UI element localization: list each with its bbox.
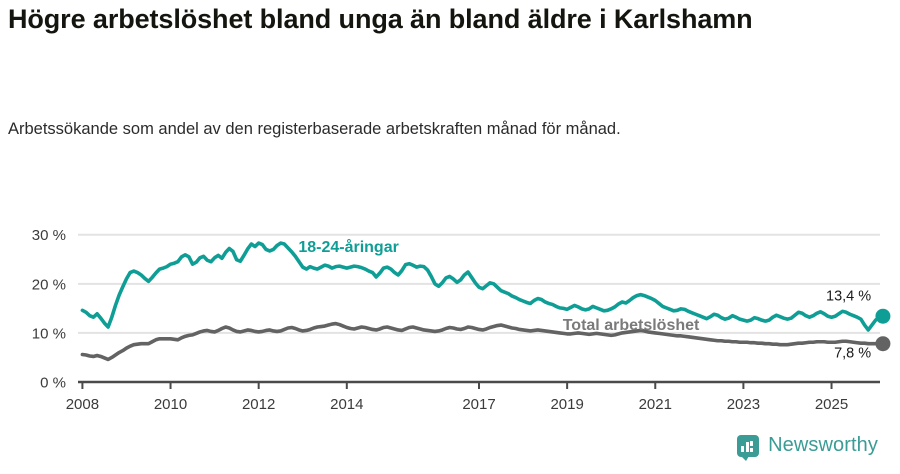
x-axis-tick-labels: 2008 2010 2012 2014 2017 2019 2021 2023 2025 xyxy=(66,396,848,413)
brand-name: Newsworthy xyxy=(768,434,878,456)
x-axis-tick-label: 2023 xyxy=(727,396,760,413)
series-line xyxy=(80,321,885,362)
x-axis-tick-label: 2010 xyxy=(154,396,187,413)
y-axis-tick-label: 0 % xyxy=(40,375,66,392)
x-axis-tick-label: 2017 xyxy=(462,396,495,413)
chart-annotations: 18-24-åringar Total arbetslöshet 13,4 % 7,8… xyxy=(298,238,871,362)
y-axis-tick-label: 30 % xyxy=(32,227,66,244)
endpoint-markers xyxy=(875,308,891,352)
x-axis-tick-label: 2008 xyxy=(66,396,99,413)
series-annotation-label: Total arbetslöshet xyxy=(563,317,700,334)
x-axis-tick-label: 2014 xyxy=(330,396,363,413)
data-lines xyxy=(80,241,885,362)
bar-chart-bubble-icon xyxy=(737,434,760,461)
y-axis-tick-labels: 0 % 10 % 20 % 30 % xyxy=(32,227,66,391)
y-axis-tick-label: 20 % xyxy=(32,276,66,293)
series-endpoint-dot xyxy=(875,308,891,324)
page-title: Högre arbetslöshet bland unga än bland ä… xyxy=(8,4,753,34)
x-axis-tick-label: 2012 xyxy=(242,396,275,413)
series-annotation-label: 18-24-åringar xyxy=(298,238,399,256)
endpoint-value-label: 13,4 % xyxy=(826,289,871,305)
x-axis-tick-label: 2021 xyxy=(639,396,672,413)
series-line xyxy=(80,241,885,332)
x-axis-tick-label: 2019 xyxy=(550,396,583,413)
footer: Newsworthy xyxy=(0,430,900,474)
endpoint-value-label: 7,8 % xyxy=(834,345,871,361)
y-axis-tick-label: 10 % xyxy=(32,325,66,342)
page-subtitle: Arbetssökande som andel av den registerb… xyxy=(8,120,621,138)
x-axis xyxy=(78,380,880,389)
newsworthy-logo[interactable]: Newsworthy xyxy=(737,434,878,461)
x-axis-tick-label: 2025 xyxy=(815,396,848,413)
line-chart: 0 % 10 % 20 % 30 % 2008 2010 2012 2014 2017 2019… xyxy=(0,200,900,425)
series-endpoint-dot xyxy=(875,336,891,352)
chart-svg: 0 % 10 % 20 % 30 % 2008 2010 2012 2014 2017 2019… xyxy=(32,227,891,413)
